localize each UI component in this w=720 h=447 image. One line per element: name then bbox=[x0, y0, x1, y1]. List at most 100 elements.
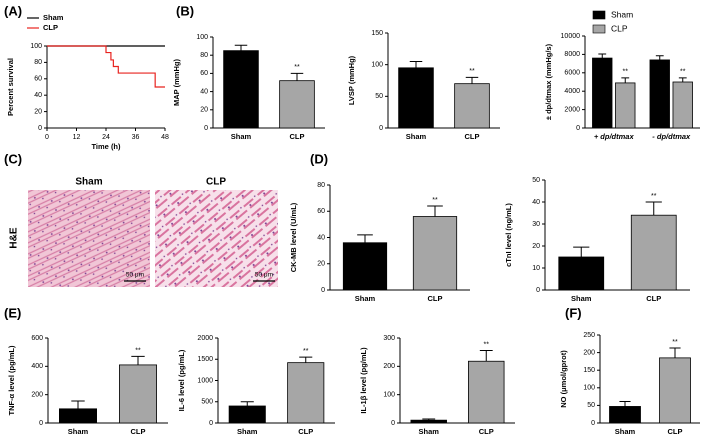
y-axis-label: NO (μmol/gprot) bbox=[559, 350, 568, 408]
y-tick-label: 0 bbox=[379, 125, 383, 132]
error-bar bbox=[422, 418, 436, 421]
error-bar bbox=[619, 401, 631, 407]
y-tick-label: 200 bbox=[383, 363, 395, 370]
y-tick-label: 30 bbox=[532, 221, 540, 228]
y-tick-label: 60 bbox=[317, 208, 325, 215]
y-tick-label: 20 bbox=[34, 108, 42, 115]
x-tick-label: Sham bbox=[237, 427, 258, 436]
y-tick-label: 10 bbox=[532, 265, 540, 272]
y-axis-label: IL-6 level (pg/mL) bbox=[177, 349, 186, 411]
y-tick-label: 20 bbox=[317, 261, 325, 268]
y-tick-label: 0 bbox=[204, 125, 208, 132]
x-tick-label: - dp/dtmax bbox=[652, 132, 691, 141]
x-axis-label: Time (h) bbox=[91, 142, 121, 151]
stain-label: H&E bbox=[9, 227, 20, 248]
significance: ** bbox=[651, 193, 657, 200]
y-tick-label: 0 bbox=[536, 287, 540, 294]
bar bbox=[412, 216, 458, 291]
y-tick-label: 2000 bbox=[197, 335, 213, 342]
x-tick-label: Sham bbox=[571, 294, 592, 303]
y-tick-label: 80 bbox=[317, 182, 325, 189]
x-tick-label: Sham bbox=[419, 427, 440, 436]
y-tick-label: 10000 bbox=[561, 33, 581, 40]
y-tick-label: 0 bbox=[38, 125, 42, 132]
histology-image-sham bbox=[28, 190, 150, 287]
bar bbox=[228, 405, 266, 424]
histology-image-clp bbox=[155, 190, 278, 287]
significance: ** bbox=[672, 339, 678, 346]
histology-group: Sham bbox=[75, 177, 102, 188]
y-tick-label: 20 bbox=[200, 107, 208, 114]
scale-bar-label: 50 μm bbox=[126, 272, 144, 279]
y-tick-label: 50 bbox=[587, 402, 595, 409]
x-tick-label: Sham bbox=[68, 427, 89, 436]
legend-label: Sham bbox=[611, 9, 633, 19]
y-tick-label: 100 bbox=[383, 392, 395, 399]
x-tick-label: CLP bbox=[290, 132, 305, 141]
x-tick-label: Sham bbox=[406, 132, 427, 141]
bar bbox=[592, 57, 613, 129]
panel-label: (E) bbox=[4, 305, 21, 320]
y-axis-label: cTnI level (ng/mL) bbox=[504, 203, 513, 267]
x-tick-label: + dp/dtmax bbox=[594, 132, 635, 141]
legend-label: CLP bbox=[611, 23, 628, 33]
y-tick-label: 0 bbox=[391, 420, 395, 427]
significance: ** bbox=[484, 341, 490, 348]
significance: ** bbox=[623, 69, 629, 76]
y-tick-label: 100 bbox=[371, 62, 383, 69]
y-axis-label: TNF-α level (pg/mL) bbox=[7, 345, 16, 416]
y-tick-label: 600 bbox=[31, 335, 43, 342]
significance: ** bbox=[294, 64, 300, 71]
error-bar bbox=[357, 234, 373, 243]
x-tick-label: CLP bbox=[298, 427, 313, 436]
y-tick-label: 100 bbox=[196, 34, 208, 41]
y-axis-label: LVSP (mmHg) bbox=[347, 55, 356, 105]
y-tick-label: 50 bbox=[532, 177, 540, 184]
x-tick-label: CLP bbox=[465, 132, 480, 141]
y-tick-label: 2000 bbox=[564, 106, 580, 113]
bar bbox=[223, 50, 259, 129]
panel-label: (F) bbox=[565, 305, 582, 320]
bar bbox=[279, 80, 315, 129]
error-bar bbox=[598, 53, 607, 59]
y-axis-label: Percent survival bbox=[6, 58, 15, 116]
y-tick-label: 0 bbox=[591, 420, 595, 427]
error-bar bbox=[573, 246, 590, 257]
bar bbox=[649, 59, 670, 129]
bar bbox=[59, 408, 98, 424]
bar bbox=[609, 406, 641, 424]
x-tick-label: 48 bbox=[161, 134, 169, 141]
scale-bar-label: 50 μm bbox=[255, 272, 273, 279]
error-bar bbox=[71, 400, 85, 409]
error-bar bbox=[678, 77, 687, 82]
y-tick-label: 100 bbox=[30, 43, 42, 50]
bar bbox=[558, 256, 605, 291]
y-tick-label: 250 bbox=[583, 332, 595, 339]
panel-label: (C) bbox=[4, 151, 22, 166]
bar bbox=[119, 364, 158, 424]
y-tick-label: 80 bbox=[34, 59, 42, 66]
significance: ** bbox=[680, 69, 686, 76]
bar bbox=[672, 81, 693, 129]
x-tick-label: CLP bbox=[131, 427, 146, 436]
error-bar bbox=[479, 349, 493, 362]
bar bbox=[287, 362, 325, 424]
error-bar bbox=[621, 77, 630, 83]
x-tick-label: 24 bbox=[102, 134, 110, 141]
error-bar bbox=[427, 205, 443, 217]
x-tick-label: CLP bbox=[668, 427, 683, 436]
bar bbox=[659, 357, 691, 424]
bar bbox=[615, 82, 636, 129]
panel-label: (D) bbox=[310, 151, 328, 166]
x-tick-label: 12 bbox=[73, 134, 81, 141]
bar bbox=[468, 360, 505, 424]
legend-swatch bbox=[592, 24, 606, 34]
error-bar bbox=[290, 72, 304, 81]
y-tick-label: 1000 bbox=[197, 377, 213, 384]
y-tick-label: 300 bbox=[383, 335, 395, 342]
bar bbox=[454, 83, 490, 129]
y-tick-label: 1500 bbox=[197, 356, 213, 363]
x-tick-label: Sham bbox=[355, 294, 376, 303]
y-tick-label: 40 bbox=[34, 92, 42, 99]
